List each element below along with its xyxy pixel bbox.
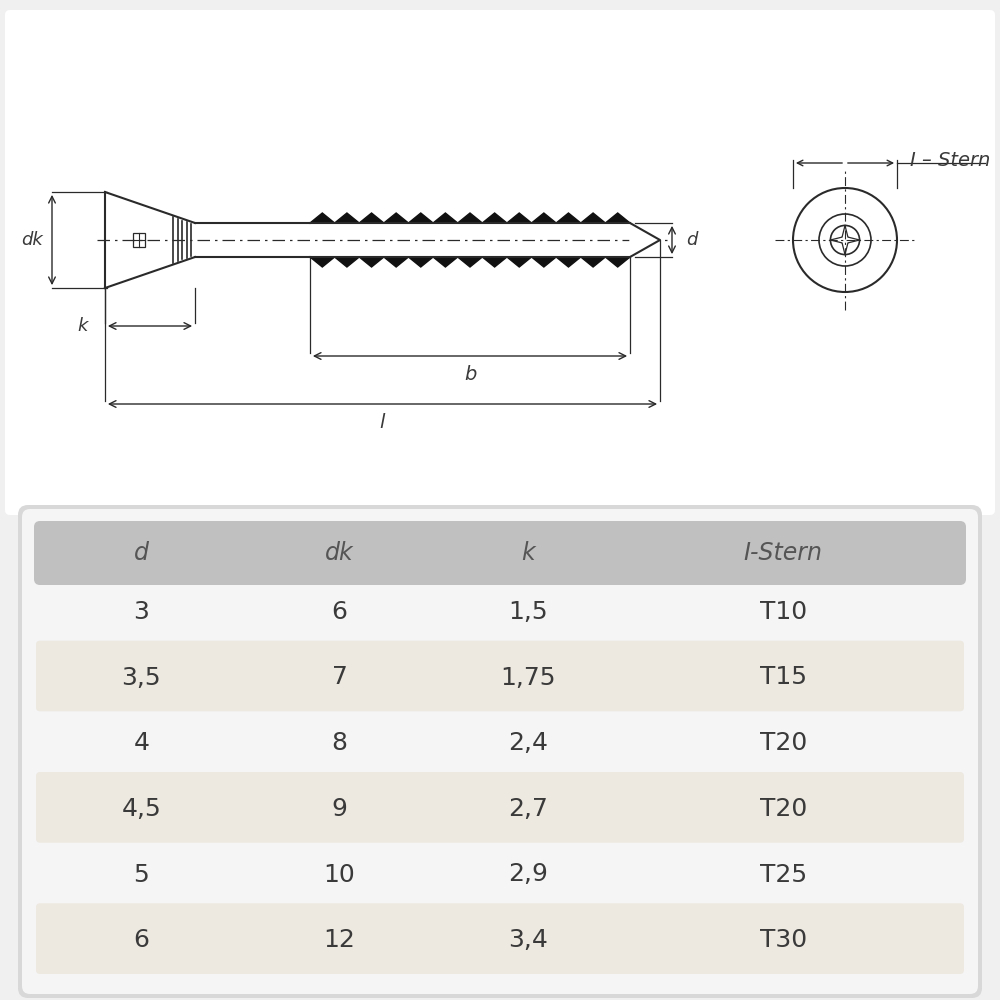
Text: 5: 5 <box>133 862 149 887</box>
Text: dk: dk <box>21 231 43 249</box>
Text: 8: 8 <box>332 731 348 755</box>
Text: 2,4: 2,4 <box>508 731 548 755</box>
Text: T10: T10 <box>760 600 807 624</box>
Text: 10: 10 <box>324 862 355 887</box>
Polygon shape <box>195 223 310 257</box>
Polygon shape <box>458 213 482 223</box>
Polygon shape <box>310 257 335 267</box>
Polygon shape <box>482 213 507 223</box>
Polygon shape <box>408 213 433 223</box>
Polygon shape <box>359 257 384 267</box>
Text: T25: T25 <box>760 862 807 887</box>
Text: 3,4: 3,4 <box>508 928 548 952</box>
Text: T30: T30 <box>760 928 807 952</box>
Polygon shape <box>556 257 581 267</box>
Polygon shape <box>384 213 408 223</box>
Text: 1,5: 1,5 <box>509 600 548 624</box>
Text: 6: 6 <box>332 600 348 624</box>
Text: 3,5: 3,5 <box>121 666 161 690</box>
Polygon shape <box>433 257 458 267</box>
Polygon shape <box>105 192 195 288</box>
Polygon shape <box>556 213 581 223</box>
Text: 6: 6 <box>133 928 149 952</box>
Text: 2,9: 2,9 <box>508 862 548 887</box>
Text: d: d <box>134 541 149 565</box>
Polygon shape <box>581 213 605 223</box>
FancyBboxPatch shape <box>36 772 964 843</box>
FancyBboxPatch shape <box>36 641 964 711</box>
Text: 4: 4 <box>133 731 149 755</box>
Polygon shape <box>507 213 532 223</box>
Polygon shape <box>458 257 482 267</box>
FancyBboxPatch shape <box>18 505 982 998</box>
Text: k: k <box>78 317 88 335</box>
Polygon shape <box>335 257 359 267</box>
Polygon shape <box>532 257 556 267</box>
Text: d: d <box>686 231 697 249</box>
Text: T20: T20 <box>760 797 807 821</box>
Polygon shape <box>532 213 556 223</box>
Polygon shape <box>605 213 630 223</box>
Text: 7: 7 <box>332 666 347 690</box>
Polygon shape <box>507 257 532 267</box>
FancyBboxPatch shape <box>5 10 995 515</box>
Polygon shape <box>359 213 384 223</box>
Text: l: l <box>380 412 385 432</box>
Polygon shape <box>384 257 408 267</box>
Text: dk: dk <box>325 541 354 565</box>
Text: 12: 12 <box>324 928 355 952</box>
Text: 2,7: 2,7 <box>508 797 548 821</box>
Text: T15: T15 <box>760 666 807 690</box>
Text: b: b <box>464 364 476 383</box>
Polygon shape <box>482 257 507 267</box>
Text: T20: T20 <box>760 731 807 755</box>
Polygon shape <box>433 213 458 223</box>
Text: k: k <box>522 541 535 565</box>
FancyBboxPatch shape <box>34 521 966 585</box>
FancyBboxPatch shape <box>22 509 978 994</box>
Polygon shape <box>310 223 630 257</box>
FancyBboxPatch shape <box>36 903 964 974</box>
Polygon shape <box>581 257 605 267</box>
Text: 9: 9 <box>332 797 347 821</box>
Polygon shape <box>605 257 630 267</box>
Text: 1,75: 1,75 <box>501 666 556 690</box>
Polygon shape <box>310 213 335 223</box>
Text: 3: 3 <box>133 600 149 624</box>
Text: 4,5: 4,5 <box>121 797 161 821</box>
Polygon shape <box>408 257 433 267</box>
Text: I-Stern: I-Stern <box>744 541 823 565</box>
Polygon shape <box>630 223 660 257</box>
Text: I – Stern: I – Stern <box>910 151 990 170</box>
Polygon shape <box>335 213 359 223</box>
